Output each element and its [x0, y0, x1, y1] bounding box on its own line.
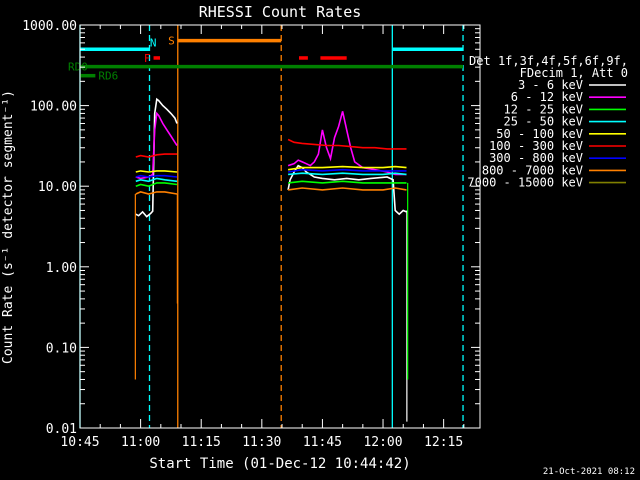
y-tick-label: 100.00 [30, 100, 77, 115]
x-axis-label: Start Time (01-Dec-12 10:44:42) [149, 456, 410, 472]
series-line-3-segment-0 [135, 177, 178, 183]
legend-label-5: 100 - 300 keV [489, 139, 583, 153]
chart-title: RHESSI Count Rates [199, 3, 362, 21]
series-line-2-segment-1 [288, 180, 407, 184]
series-line-6-segment-1 [287, 168, 407, 173]
legend: Det 1f,3f,4f,5f,6f,9f, FDecim 1, Att 0 3… [467, 54, 628, 190]
series-line-0-segment-1 [287, 164, 407, 216]
series-line-2-segment-0 [135, 182, 178, 188]
legend-label-0: 3 - 6 keV [518, 78, 583, 92]
x-tick-label: 11:00 [121, 435, 160, 450]
y-tick-label: 1.00 [46, 261, 77, 276]
flag-label-f: F [144, 52, 151, 65]
series-line-4-segment-0 [135, 170, 178, 173]
series-line-5-segment-1 [287, 138, 407, 150]
legend-label-1: 6 - 12 keV [511, 90, 583, 104]
legend-label-2: 12 - 25 keV [504, 102, 583, 116]
legend-header-line-2: FDecim 1, Att 0 [520, 66, 628, 80]
series-line-3-segment-1 [288, 172, 407, 176]
legend-label-4: 50 - 100 keV [496, 127, 583, 141]
series-line-6-segment-0 [135, 174, 178, 178]
series-line-7-segment-1 [287, 187, 407, 191]
y-tick-label: 1000.00 [22, 19, 77, 34]
legend-label-7: 800 - 7000 keV [482, 163, 583, 177]
y-tick-label: 0.10 [46, 341, 77, 356]
x-tick-label: 12:15 [424, 435, 463, 450]
legend-label-3: 25 - 50 keV [504, 115, 583, 129]
x-tick-label: 12:00 [363, 435, 402, 450]
series-line-4-segment-1 [287, 165, 407, 171]
x-tick-label: 10:45 [60, 435, 99, 450]
y-tick-label: 10.00 [38, 180, 77, 195]
series-line-0-segment-0 [135, 97, 178, 218]
x-tick-label: 11:30 [242, 435, 281, 450]
flag-label-n: N [150, 36, 157, 49]
legend-label-8: 7000 - 15000 keV [467, 176, 583, 190]
flag-layer: NF S RD0 RD6 [68, 35, 464, 83]
x-tick-label: 11:15 [182, 435, 221, 450]
series-line-7-segment-0 [135, 191, 178, 195]
legend-header-line-1: Det 1f,3f,4f,5f,6f,9f, [469, 54, 628, 68]
y-axis-label: Count Rate (s⁻¹ detector segment⁻¹) [1, 90, 16, 364]
data-layer [79, 25, 464, 428]
footer-timestamp: 21-Oct-2021 08:12 [543, 467, 635, 477]
y-tick-label: 0.01 [46, 422, 77, 437]
series-line-5-segment-0 [135, 153, 177, 158]
series-line-1-segment-1 [287, 111, 407, 176]
flag-label-rd6: RD6 [98, 70, 118, 83]
legend-label-6: 300 - 800 keV [489, 151, 583, 165]
flag-label-rd0: RD0 [68, 61, 88, 74]
plot-frame [79, 24, 481, 429]
flag-label-s: S [168, 35, 175, 48]
x-tick-label: 11:45 [303, 435, 342, 450]
